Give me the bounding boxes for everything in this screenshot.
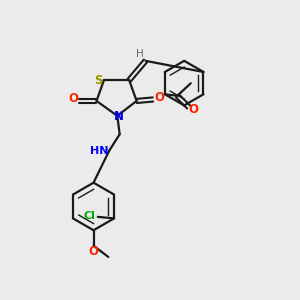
Text: H: H	[136, 49, 144, 59]
Text: O: O	[154, 91, 164, 103]
Text: S: S	[94, 74, 103, 87]
Text: O: O	[68, 92, 78, 105]
Text: Cl: Cl	[83, 211, 95, 221]
Text: N: N	[113, 110, 124, 123]
Text: O: O	[88, 244, 98, 258]
Text: HN: HN	[90, 146, 108, 156]
Text: O: O	[189, 103, 199, 116]
